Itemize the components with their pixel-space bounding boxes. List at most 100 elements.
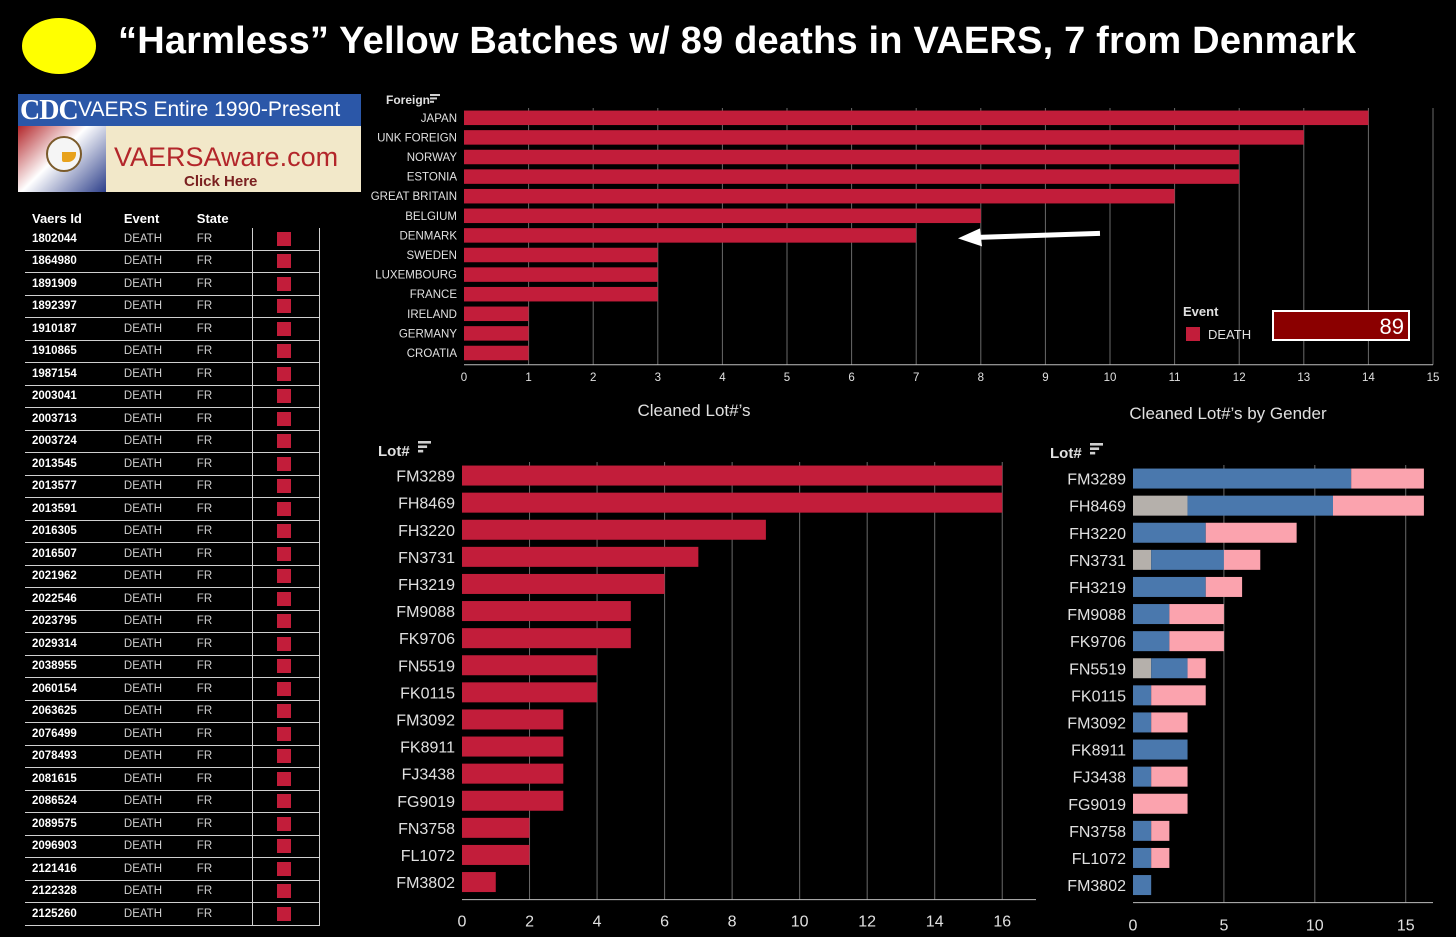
chart3-bar-segment-female [1333, 495, 1424, 516]
chart3-bar-segment-unknown [1133, 658, 1152, 679]
table-row[interactable]: 2013577 DEATH FR [25, 475, 320, 498]
col-vaers-id[interactable]: Vaers Id [32, 210, 82, 226]
table-row[interactable]: 1910865 DEATH FR [25, 340, 320, 363]
chart3-filter-icon[interactable] [1090, 443, 1103, 455]
chart2-x-tick: 16 [993, 914, 1011, 931]
chart1-category-label: SWEDEN [407, 250, 457, 262]
state-cell: FR [189, 565, 253, 588]
chart3-category-label: FH3220 [1069, 526, 1126, 543]
state-cell: FR [189, 475, 253, 498]
table-row[interactable]: 1802044 DEATH FR [25, 228, 320, 251]
event-cell: DEATH [116, 317, 190, 341]
table-row[interactable]: 2060154 DEATH FR [25, 677, 320, 701]
state-cell: FR [189, 340, 253, 363]
vaers-aware-banner-link[interactable]: CDC VAERS Entire 1990-Present VAERSAware… [18, 94, 361, 192]
death-swatch [277, 614, 291, 629]
chart2-bar [462, 790, 564, 811]
chart3-bar-segment-male [1133, 820, 1152, 841]
chart3-bar-segment-female [1169, 604, 1224, 625]
event-cell: DEATH [116, 677, 190, 701]
chart2-category-label: FM3802 [396, 875, 455, 892]
event-cell: DEATH [116, 385, 190, 408]
table-row[interactable]: 1987154 DEATH FR [25, 362, 320, 386]
table-row[interactable]: 2003724 DEATH FR [25, 430, 320, 453]
table-row[interactable]: 2013545 DEATH FR [25, 452, 320, 476]
chart2-bar [462, 601, 631, 622]
death-swatch [277, 569, 291, 584]
event-cell: DEATH [116, 700, 190, 723]
table-row[interactable]: 1892397 DEATH FR [25, 295, 320, 318]
death-swatch [277, 524, 291, 539]
chart1-x-tick: 3 [655, 372, 661, 384]
chart1-dimension-label: Foreign [386, 93, 430, 107]
chart2-category-label: FN5519 [398, 658, 455, 675]
chart2-category-label: FG9019 [397, 794, 455, 811]
table-row[interactable]: 2023795 DEATH FR [25, 610, 320, 633]
col-event[interactable]: Event [123, 210, 160, 226]
table-row[interactable]: 2021962 DEATH FR [25, 565, 320, 588]
col-state[interactable]: State [196, 210, 229, 226]
state-cell: FR [189, 790, 253, 813]
chart2-filter-icon[interactable] [418, 441, 431, 453]
vaers-id-cell: 2096903 [25, 835, 117, 858]
table-row[interactable]: 1910187 DEATH FR [25, 317, 320, 341]
state-cell: FR [189, 610, 253, 633]
table-row[interactable]: 2003041 DEATH FR [25, 385, 320, 408]
chart2-x-tick: 4 [593, 914, 602, 931]
chart3-category-label: FN3731 [1069, 553, 1126, 570]
chart3-category-label: FK0115 [1071, 688, 1126, 705]
event-cell: DEATH [116, 542, 190, 566]
table-row[interactable]: 2063625 DEATH FR [25, 700, 320, 723]
table-row[interactable]: 2121416 DEATH FR [25, 857, 320, 881]
table-row[interactable]: 2096903 DEATH FR [25, 835, 320, 858]
table-row[interactable]: 2016305 DEATH FR [25, 520, 320, 543]
chart1-filter-icon[interactable] [430, 94, 440, 103]
chart1-x-tick: 11 [1169, 372, 1181, 384]
vaers-id-cell: 1891909 [25, 272, 117, 296]
table-row[interactable]: 1891909 DEATH FR [25, 272, 320, 296]
legend-title: Event [1183, 304, 1219, 319]
table-row[interactable]: 2078493 DEATH FR [25, 745, 320, 768]
state-cell: FR [189, 497, 253, 521]
event-cell: DEATH [116, 902, 190, 926]
event-cell: DEATH [116, 250, 190, 273]
table-row[interactable]: 2086524 DEATH FR [25, 790, 320, 813]
table-row[interactable]: 2122328 DEATH FR [25, 880, 320, 903]
table-row[interactable]: 2003713 DEATH FR [25, 407, 320, 431]
eagle-beak-icon [62, 152, 76, 162]
death-swatch [277, 501, 291, 516]
table-row[interactable]: 2022546 DEATH FR [25, 587, 320, 611]
vaers-id-cell: 2122328 [25, 880, 117, 903]
state-cell: FR [189, 767, 253, 791]
click-here-link[interactable]: Click Here [184, 173, 258, 190]
table-row[interactable]: 2013591 DEATH FR [25, 497, 320, 521]
chart2-x-tick: 10 [791, 914, 809, 931]
table-row[interactable]: 1864980 DEATH FR [25, 250, 320, 273]
table-row[interactable]: 2038955 DEATH FR [25, 655, 320, 678]
table-row[interactable]: 2081615 DEATH FR [25, 767, 320, 791]
vaers-id-cell: 2003713 [25, 407, 117, 431]
death-swatch-cell [252, 362, 320, 386]
death-swatch-cell [252, 722, 320, 746]
chart3-category-label: FG9019 [1068, 797, 1126, 814]
chart2-x-tick: 12 [858, 914, 876, 931]
death-swatch-cell [252, 295, 320, 318]
chart2-category-label: FK9706 [399, 631, 455, 648]
table-row[interactable]: 2016507 DEATH FR [25, 542, 320, 566]
death-swatch-cell [252, 317, 320, 341]
chart1-x-tick: 7 [913, 372, 919, 384]
state-cell: FR [189, 542, 253, 566]
chart3-category-label: FL1072 [1072, 851, 1126, 868]
death-swatch-cell [252, 452, 320, 476]
chart2-bar [462, 872, 496, 893]
table-row[interactable]: 2076499 DEATH FR [25, 722, 320, 746]
table-row[interactable]: 2089575 DEATH FR [25, 812, 320, 836]
chart1-bar [464, 345, 529, 361]
chart1-category-label: GERMANY [399, 328, 457, 340]
chart1-x-tick: 9 [1042, 372, 1048, 384]
vaers-id-cell: 2078493 [25, 745, 117, 768]
table-row[interactable]: 2029314 DEATH FR [25, 632, 320, 656]
table-row[interactable]: 2125260 DEATH FR [25, 902, 320, 926]
death-swatch-cell [252, 587, 320, 611]
